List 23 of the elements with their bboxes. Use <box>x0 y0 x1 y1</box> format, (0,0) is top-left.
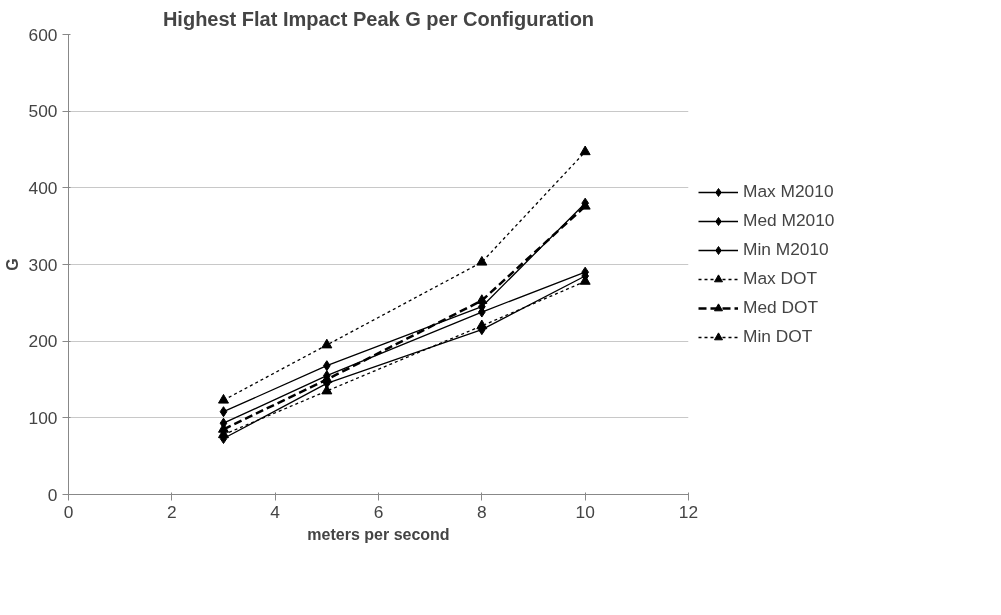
legend-label: Min DOT <box>743 326 813 347</box>
y-tick-label: 300 <box>28 254 58 275</box>
y-tick-label: 500 <box>28 101 58 122</box>
y-tick-label: 100 <box>28 407 58 428</box>
y-tick-label: 200 <box>28 331 58 352</box>
x-tick-label: 12 <box>678 501 699 522</box>
legend-label: Min M2010 <box>743 239 829 260</box>
x-tick-label: 10 <box>575 501 595 522</box>
x-tick-label: 0 <box>63 501 74 522</box>
legend-label: Med M2010 <box>743 210 835 231</box>
legend-label: Max DOT <box>743 268 818 289</box>
y-axis-title: G <box>3 258 21 271</box>
y-tick-label: 400 <box>28 177 58 198</box>
legend-label: Med DOT <box>743 297 819 318</box>
legend-label: Max M2010 <box>743 181 834 202</box>
x-axis-title: meters per second <box>307 525 450 543</box>
y-tick-label: 0 <box>47 484 58 505</box>
x-tick-label: 6 <box>373 501 384 522</box>
y-tick-label: 600 <box>28 24 58 45</box>
x-tick-label: 2 <box>167 501 177 522</box>
x-tick-label: 4 <box>270 501 281 522</box>
x-tick-label: 8 <box>477 501 487 522</box>
chart-title: Highest Flat Impact Peak G per Configuration <box>162 7 595 30</box>
